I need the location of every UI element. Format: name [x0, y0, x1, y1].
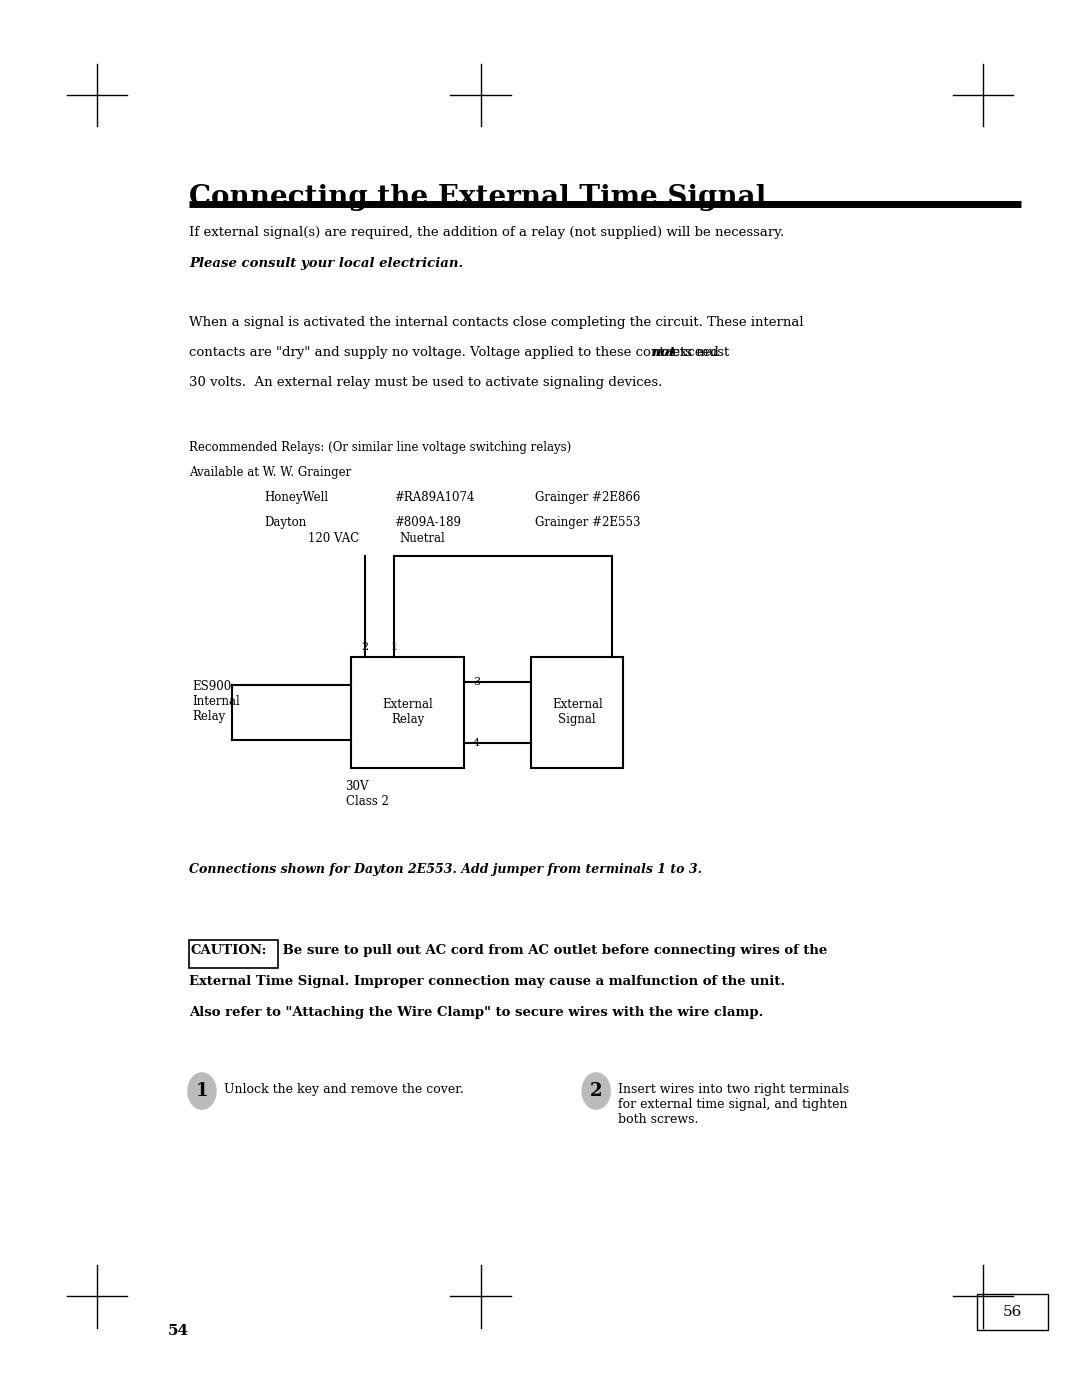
Text: ES900
Internal
Relay: ES900 Internal Relay: [192, 680, 240, 722]
Text: 56: 56: [1003, 1305, 1022, 1319]
Text: Grainger #2E553: Grainger #2E553: [535, 517, 640, 529]
Text: When a signal is activated the internal contacts close completing the circuit. T: When a signal is activated the internal …: [189, 316, 804, 328]
Text: 30V
Class 2: 30V Class 2: [346, 780, 389, 807]
Text: Connections shown for Dayton 2E553. Add jumper from terminals 1 to 3.: Connections shown for Dayton 2E553. Add …: [189, 863, 702, 876]
Text: Recommended Relays: (Or similar line voltage switching relays): Recommended Relays: (Or similar line vol…: [189, 441, 571, 454]
Text: Grainger #2E866: Grainger #2E866: [535, 492, 640, 504]
Text: External
Signal: External Signal: [552, 698, 603, 726]
Text: #RA89A1074: #RA89A1074: [394, 492, 475, 504]
Text: 54: 54: [167, 1324, 189, 1338]
Circle shape: [188, 1073, 216, 1109]
Text: CAUTION:: CAUTION:: [190, 944, 267, 957]
Text: 30 volts.  An external relay must be used to activate signaling devices.: 30 volts. An external relay must be used…: [189, 376, 662, 388]
Text: #809A-189: #809A-189: [394, 517, 461, 529]
Text: 120 VAC: 120 VAC: [309, 532, 360, 545]
Text: Dayton: Dayton: [265, 517, 307, 529]
Text: Available at W. W. Grainger: Available at W. W. Grainger: [189, 467, 351, 479]
Text: Please consult your local electrician.: Please consult your local electrician.: [189, 257, 463, 270]
Text: 2: 2: [362, 643, 368, 652]
Text: If external signal(s) are required, the addition of a relay (not supplied) will : If external signal(s) are required, the …: [189, 226, 784, 239]
Text: contacts are "dry" and supply no voltage. Voltage applied to these contacts must: contacts are "dry" and supply no voltage…: [189, 346, 733, 359]
Bar: [189, 940, 278, 968]
Bar: [351, 657, 464, 768]
Text: Unlock the key and remove the cover.: Unlock the key and remove the cover.: [224, 1083, 463, 1095]
Text: Be sure to pull out AC cord from AC outlet before connecting wires of the: Be sure to pull out AC cord from AC outl…: [278, 944, 827, 957]
Bar: [977, 1294, 1048, 1330]
Text: 1: 1: [391, 643, 397, 652]
Text: 4: 4: [473, 738, 481, 749]
Text: 1: 1: [195, 1083, 208, 1099]
Text: External Time Signal. Improper connection may cause a malfunction of the unit.: External Time Signal. Improper connectio…: [189, 975, 785, 988]
Text: 2: 2: [590, 1083, 603, 1099]
Text: 3: 3: [473, 676, 481, 687]
Text: HoneyWell: HoneyWell: [265, 492, 328, 504]
Text: Insert wires into two right terminals
for external time signal, and tighten
both: Insert wires into two right terminals fo…: [618, 1083, 849, 1126]
Text: Nuetral: Nuetral: [400, 532, 445, 545]
Text: Connecting the External Time Signal: Connecting the External Time Signal: [189, 184, 766, 211]
Text: Also refer to "Attaching the Wire Clamp" to secure wires with the wire clamp.: Also refer to "Attaching the Wire Clamp"…: [189, 1006, 764, 1018]
Circle shape: [582, 1073, 610, 1109]
Text: exceed: exceed: [669, 346, 719, 359]
Text: not: not: [651, 346, 675, 359]
Text: External
Relay: External Relay: [382, 698, 433, 726]
Bar: [531, 657, 623, 768]
